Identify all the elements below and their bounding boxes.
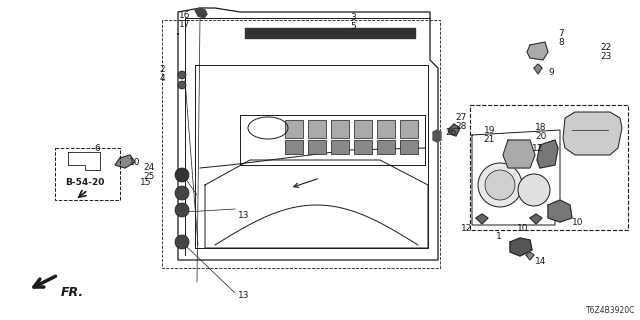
Bar xyxy=(285,120,303,138)
Bar xyxy=(354,140,372,154)
Text: 22
23: 22 23 xyxy=(600,43,611,61)
Circle shape xyxy=(175,203,189,217)
Text: 26: 26 xyxy=(445,127,456,137)
Polygon shape xyxy=(433,130,441,142)
Text: 6: 6 xyxy=(94,143,100,153)
Text: 1: 1 xyxy=(496,231,502,241)
Polygon shape xyxy=(448,124,460,136)
Circle shape xyxy=(485,170,515,200)
Polygon shape xyxy=(115,155,135,168)
Circle shape xyxy=(518,174,550,206)
Bar xyxy=(55,148,120,200)
Polygon shape xyxy=(563,112,622,155)
Text: 14: 14 xyxy=(535,258,547,267)
Bar xyxy=(400,120,418,138)
Bar xyxy=(308,120,326,138)
Polygon shape xyxy=(503,140,535,168)
Polygon shape xyxy=(476,214,488,224)
Text: 24
25: 24 25 xyxy=(143,163,155,181)
Bar xyxy=(308,140,326,154)
Text: FR.: FR. xyxy=(61,285,84,299)
Circle shape xyxy=(175,235,189,249)
Text: 10: 10 xyxy=(129,157,140,166)
Circle shape xyxy=(478,163,522,207)
Text: 10: 10 xyxy=(516,223,528,233)
Bar xyxy=(331,120,349,138)
Polygon shape xyxy=(526,252,534,260)
Text: 2
4: 2 4 xyxy=(159,65,165,83)
Text: 16
17: 16 17 xyxy=(179,11,190,29)
Bar xyxy=(354,120,372,138)
Polygon shape xyxy=(534,64,542,74)
Circle shape xyxy=(178,81,186,89)
Text: 9: 9 xyxy=(548,68,554,76)
Polygon shape xyxy=(530,214,542,224)
Text: 12: 12 xyxy=(461,223,472,233)
Text: B-54-20: B-54-20 xyxy=(65,178,104,187)
Text: 3
5: 3 5 xyxy=(350,13,356,31)
Polygon shape xyxy=(195,8,207,18)
Bar xyxy=(331,140,349,154)
Circle shape xyxy=(175,186,189,200)
Text: 19
21: 19 21 xyxy=(483,126,495,144)
Bar xyxy=(400,140,418,154)
Circle shape xyxy=(178,71,186,79)
Text: 12: 12 xyxy=(532,143,543,153)
Text: 13: 13 xyxy=(238,211,250,220)
Polygon shape xyxy=(548,200,572,222)
Polygon shape xyxy=(537,140,558,168)
Text: 15: 15 xyxy=(140,178,152,187)
Polygon shape xyxy=(510,238,532,256)
Text: T6Z4B3920C: T6Z4B3920C xyxy=(586,306,635,315)
Polygon shape xyxy=(527,42,548,60)
Bar xyxy=(285,140,303,154)
Text: 10: 10 xyxy=(572,218,584,227)
Text: 13: 13 xyxy=(238,291,250,300)
Bar xyxy=(377,120,395,138)
Text: 27
28: 27 28 xyxy=(455,113,467,131)
Bar xyxy=(470,105,628,230)
Text: 7
8: 7 8 xyxy=(558,29,564,47)
Bar xyxy=(377,140,395,154)
Circle shape xyxy=(175,168,189,182)
Text: 18
20: 18 20 xyxy=(535,123,547,141)
